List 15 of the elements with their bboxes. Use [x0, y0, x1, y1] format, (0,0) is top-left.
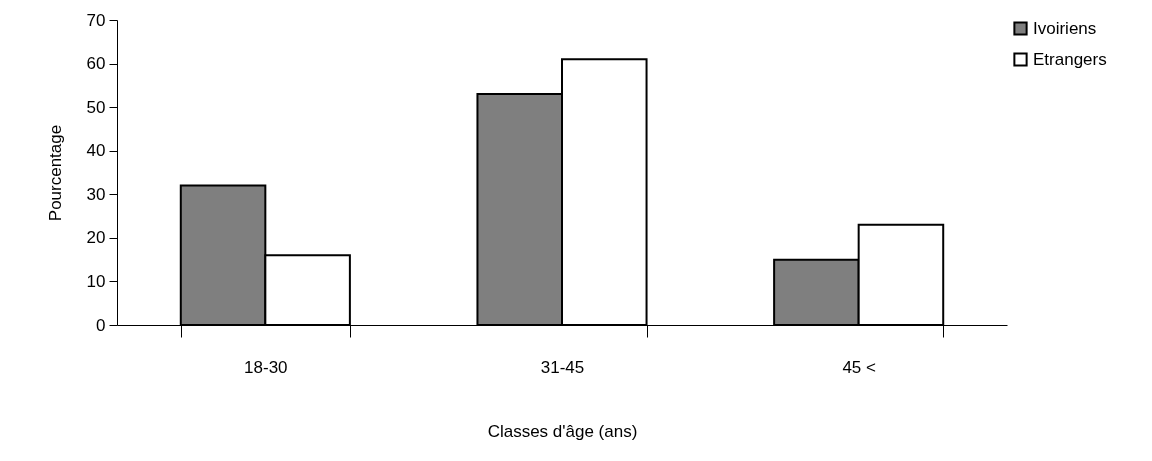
- x-tick-label: 45 <: [842, 357, 877, 377]
- x-axis-title: Classes d'âge (ans): [487, 421, 638, 441]
- y-tick-label: 30: [86, 184, 106, 204]
- y-tick-label: 70: [86, 10, 106, 30]
- y-tick-label: 60: [86, 54, 106, 74]
- y-tick-label: 10: [86, 271, 106, 291]
- legend-label: Etrangers: [1033, 49, 1107, 69]
- y-tick-label: 20: [86, 228, 106, 248]
- y-tick-label: 40: [86, 141, 106, 161]
- legend-label: Ivoiriens: [1033, 18, 1097, 38]
- x-tick-label: 18-30: [244, 357, 288, 377]
- y-tick-label: 50: [86, 97, 106, 117]
- y-tick-label: 0: [96, 315, 106, 335]
- y-axis-title: Pourcentage: [45, 124, 65, 222]
- x-tick-label: 31-45: [540, 357, 585, 377]
